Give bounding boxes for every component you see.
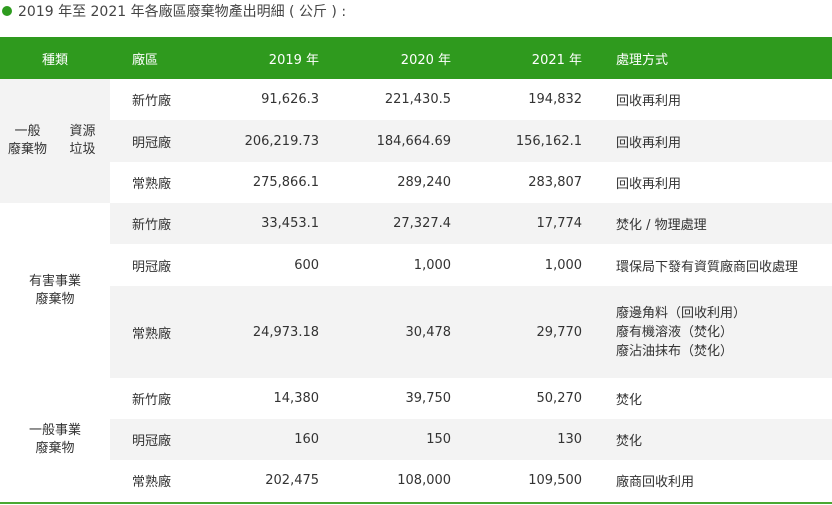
cell-plant: 新竹廠 xyxy=(110,203,204,244)
waste-table: 種類 廠區 2019 年 2020 年 2021 年 處理方式 一般 廢棄物 資… xyxy=(0,37,832,501)
group-label: 一般事業 廢棄物 xyxy=(29,422,82,456)
cell-plant: 常熟廠 xyxy=(110,162,204,203)
cell-method: 焚化 xyxy=(596,378,832,419)
cell-method: 焚化 xyxy=(596,419,832,460)
table-caption: 2019 年至 2021 年各廠區廢棄物產出明細 ( 公斤 ) : xyxy=(0,0,832,22)
header-category: 種類 xyxy=(0,37,111,79)
cell-2019: 91,626.3 xyxy=(203,79,334,120)
cell-2021: 283,807 xyxy=(465,162,597,203)
cell-plant: 常熟廠 xyxy=(110,460,204,501)
group-resource-waste: 資源 垃圾 xyxy=(55,79,111,203)
cell-2019: 160 xyxy=(203,419,334,460)
cell-2021: 1,000 xyxy=(465,244,597,286)
cell-2020: 27,327.4 xyxy=(333,203,466,244)
table-row: 常熟廠 24,973.18 30,478 29,770 廢邊角料（回收利用） 廢… xyxy=(0,286,832,378)
cell-2021: 194,832 xyxy=(465,79,597,120)
cell-2020: 150 xyxy=(333,419,466,460)
cell-method: 焚化 / 物理處理 xyxy=(596,203,832,244)
cell-2021: 156,162.1 xyxy=(465,120,597,162)
table-header-row: 種類 廠區 2019 年 2020 年 2021 年 處理方式 xyxy=(0,37,832,79)
cell-method: 廠商回收利用 xyxy=(596,460,832,501)
cell-2019: 24,973.18 xyxy=(203,286,334,378)
cell-2020: 184,664.69 xyxy=(333,120,466,162)
table-row: 明冠廠 206,219.73 184,664.69 156,162.1 回收再利… xyxy=(0,120,832,162)
bullet-dot-icon xyxy=(2,6,12,16)
cell-plant: 新竹廠 xyxy=(110,378,204,419)
cell-method: 回收再利用 xyxy=(596,162,832,203)
cell-2020: 30,478 xyxy=(333,286,466,378)
header-plant: 廠區 xyxy=(110,37,204,79)
header-method: 處理方式 xyxy=(596,37,832,79)
cell-plant: 明冠廠 xyxy=(110,244,204,286)
group-label: 資源 垃圾 xyxy=(69,124,96,157)
cell-plant: 明冠廠 xyxy=(110,419,204,460)
group-general-business-waste: 一般事業 廢棄物 xyxy=(0,378,111,501)
cell-2019: 202,475 xyxy=(203,460,334,501)
cell-method: 回收再利用 xyxy=(596,79,832,120)
table-row: 明冠廠 160 150 130 焚化 xyxy=(0,419,832,460)
table-row: 明冠廠 600 1,000 1,000 環保局下發有資質廠商回收處理 xyxy=(0,244,832,286)
cell-2021: 17,774 xyxy=(465,203,597,244)
cell-2021: 50,270 xyxy=(465,378,597,419)
cell-plant: 常熟廠 xyxy=(110,286,204,378)
cell-2020: 289,240 xyxy=(333,162,466,203)
group-hazardous-waste: 有害事業 廢棄物 xyxy=(0,203,111,378)
group-general-waste: 一般 廢棄物 xyxy=(0,79,55,203)
cell-2020: 1,000 xyxy=(333,244,466,286)
cell-2021: 29,770 xyxy=(465,286,597,378)
table-row: 常熟廠 202,475 108,000 109,500 廠商回收利用 xyxy=(0,460,832,501)
cell-2019: 14,380 xyxy=(203,378,334,419)
cell-method: 環保局下發有資質廠商回收處理 xyxy=(596,244,832,286)
group-label: 有害事業 廢棄物 xyxy=(29,273,82,307)
caption-text: 2019 年至 2021 年各廠區廢棄物產出明細 ( 公斤 ) : xyxy=(18,4,347,20)
table-row: 有害事業 廢棄物 新竹廠 33,453.1 27,327.4 17,774 焚化… xyxy=(0,203,832,378)
table-row: 常熟廠 275,866.1 289,240 283,807 回收再利用 xyxy=(0,162,832,203)
cell-2021: 109,500 xyxy=(465,460,597,501)
header-2021: 2021 年 xyxy=(465,37,597,79)
header-2020: 2020 年 xyxy=(333,37,466,79)
cell-2020: 108,000 xyxy=(333,460,466,501)
cell-2020: 221,430.5 xyxy=(333,79,466,120)
group-label: 一般 廢棄物 xyxy=(7,124,47,157)
cell-plant: 新竹廠 xyxy=(110,79,204,120)
cell-2019: 33,453.1 xyxy=(203,203,334,244)
cell-2020: 39,750 xyxy=(333,378,466,419)
table-bottom-border xyxy=(0,502,832,504)
cell-2019: 206,219.73 xyxy=(203,120,334,162)
table-row: 一般 廢棄物 資源 垃圾 新竹廠 91,626.3 221,430.5 194,… xyxy=(0,79,832,203)
cell-2019: 275,866.1 xyxy=(203,162,334,203)
cell-2021: 130 xyxy=(465,419,597,460)
table-row: 一般事業 廢棄物 新竹廠 14,380 39,750 50,270 焚化 xyxy=(0,378,832,501)
header-2019: 2019 年 xyxy=(203,37,334,79)
cell-method: 廢邊角料（回收利用） 廢有機溶液（焚化） 廢沾油抹布（焚化） xyxy=(596,286,832,378)
cell-2019: 600 xyxy=(203,244,334,286)
cell-plant: 明冠廠 xyxy=(110,120,204,162)
cell-method: 回收再利用 xyxy=(596,120,832,162)
